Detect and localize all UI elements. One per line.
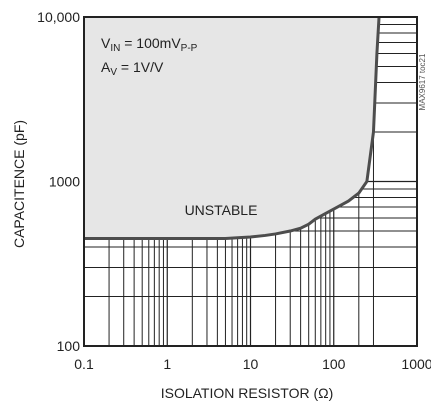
av-subscript: V xyxy=(110,67,117,78)
figure-id-watermark: MAX9617 toc21 xyxy=(418,53,427,110)
x-tick-label: 100 xyxy=(322,356,346,372)
y-tick-label: 10,000 xyxy=(37,9,80,25)
x-tick-labels: 0.1 1 10 100 1000 xyxy=(74,356,431,372)
x-tick-label: 0.1 xyxy=(74,356,94,372)
av-annotation: AV = 1V/V xyxy=(101,59,164,78)
unstable-region xyxy=(84,17,380,239)
x-tick-label: 1 xyxy=(163,356,171,372)
x-axis-title: ISOLATION RESISTOR (Ω) xyxy=(161,385,334,401)
y-tick-label: 1000 xyxy=(49,174,80,190)
x-tick-label: 1000 xyxy=(401,356,431,372)
vin-subscript: IN xyxy=(110,43,120,54)
unstable-label: UNSTABLE xyxy=(185,202,258,218)
vin-value: = 100mV xyxy=(120,35,181,51)
x-tick-label: 10 xyxy=(243,356,259,372)
vin-unit-subscript: P-P xyxy=(181,43,198,54)
av-symbol: A xyxy=(101,59,111,75)
y-tick-labels: 100 1000 10,000 xyxy=(37,9,80,354)
plot-frame xyxy=(83,16,418,347)
vin-symbol: V xyxy=(101,35,111,51)
y-tick-label: 100 xyxy=(57,338,81,354)
grid-lines-in-stable-region xyxy=(84,24,417,346)
vin-annotation: VIN = 100mVP-P xyxy=(101,35,198,54)
av-value: = 1V/V xyxy=(117,59,164,75)
stability-boundary-line xyxy=(84,16,381,241)
y-axis-title: CAPACITENCE (pF) xyxy=(11,120,27,248)
